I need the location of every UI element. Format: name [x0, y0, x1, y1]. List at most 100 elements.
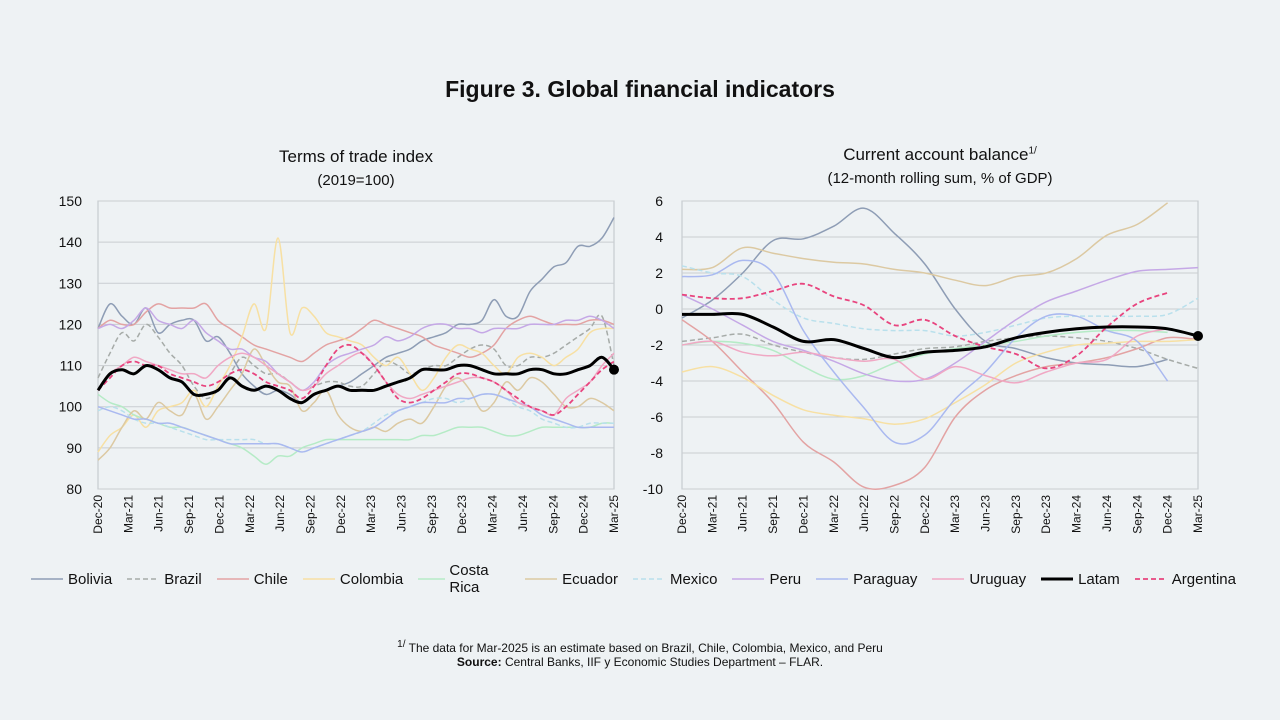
left-x-tick-label: Mar-23: [364, 495, 378, 533]
left-x-tick-label: Dec-20: [91, 495, 105, 534]
right-x-tick-label: Mar-23: [948, 495, 962, 533]
legend-label: Latam: [1078, 570, 1120, 588]
footnote-text: The data for Mar-2025 is an estimate bas…: [408, 641, 883, 655]
right-y-tick-label: -4: [651, 373, 664, 389]
left-x-tick-label: Dec-21: [212, 495, 226, 534]
right-series-ecuador: [681, 202, 1169, 287]
right-series-chile: [681, 319, 1199, 490]
legend-label: Argentina: [1171, 570, 1236, 588]
legend-swatch-bolivia: [31, 578, 63, 580]
legend-swatch-uruguay: [932, 578, 965, 580]
legend-label: Colombia: [339, 570, 404, 588]
right-x-tick-label: Sep-23: [1009, 495, 1023, 534]
right-series-uruguay: [681, 328, 1168, 384]
legend-item-chile: Chile: [216, 562, 288, 596]
legend-label: Bolivia: [68, 570, 113, 588]
right-x-tick-label: Mar-22: [827, 495, 841, 533]
footnote: 1/ The data for Mar-2025 is an estimate …: [0, 639, 1280, 655]
left-x-tick-label: Jun-23: [395, 495, 409, 532]
left-series-ecuador: [97, 348, 615, 461]
right-y-tick-label: 4: [655, 229, 663, 245]
left-x-tick-label: Sep-24: [546, 495, 560, 534]
left-x-tick-label: Sep-23: [425, 495, 439, 534]
left-y-tick-label: 120: [59, 316, 83, 332]
right-x-tick-label: Jun-24: [1100, 495, 1114, 532]
source-text: Central Banks, IIF y Economic Studies De…: [501, 655, 824, 669]
legend-label: Brazil: [164, 570, 202, 588]
right-series-costa-rica: [681, 329, 1168, 381]
right-x-tick-label: Dec-20: [675, 495, 689, 534]
left-series-latam: [96, 355, 616, 405]
legend-label: Chile: [253, 570, 288, 588]
footnote-mark: 1/: [397, 639, 406, 650]
left-series-chile: [97, 302, 615, 363]
right-y-tick-label: -6: [651, 409, 664, 425]
legend-item-argentina: Argentina: [1134, 562, 1236, 596]
left-x-tick-label: Sep-21: [182, 495, 196, 534]
figure-title: Figure 3. Global financial indicators: [445, 76, 835, 102]
left-x-tick-label: Dec-22: [334, 495, 348, 534]
legend-label: Uruguay: [969, 570, 1027, 588]
right-series-paraguay: [681, 259, 1169, 445]
left-x-tick-label: Dec-23: [455, 495, 469, 534]
right-series-latam: [682, 311, 1199, 360]
left-y-tick-label: 130: [59, 275, 83, 291]
legend-item-uruguay: Uruguay: [931, 562, 1026, 596]
legend-swatch-colombia: [302, 578, 335, 580]
legend-item-costa-rica: Costa Rica: [417, 562, 510, 596]
right-x-tick-label: Dec-24: [1161, 495, 1175, 534]
left-y-tick-label: 140: [59, 234, 83, 250]
right-series-argentina: [681, 282, 1168, 370]
left-series-bolivia: [97, 217, 615, 404]
right-series-bolivia: [681, 207, 1168, 368]
right-x-tick-label: Dec-22: [918, 495, 932, 534]
right-y-tick-label: -8: [651, 445, 664, 461]
right-chart-title: Current account balance: [843, 145, 1029, 164]
right-chart-title-wrap: Current account balance1/: [682, 145, 1198, 165]
left-x-tick-label: Sep-22: [303, 495, 317, 534]
legend-item-ecuador: Ecuador: [524, 562, 618, 596]
left-x-tick-label: Mar-21: [121, 495, 135, 533]
charts-canvas: 80 90 100 110 120 130 140 150 Dec-20 Mar-21 Jun-21…: [59, 193, 1205, 534]
right-x-tick-label: Mar-24: [1070, 495, 1084, 533]
left-x-tick-label: Mar-22: [243, 495, 257, 533]
right-x-tick-label: Mar-25: [1191, 495, 1205, 533]
left-latam-end-marker: [609, 364, 619, 375]
left-x-tick-label: Mar-24: [486, 495, 500, 533]
right-series-mexico: [681, 265, 1199, 337]
left-chart-subtitle: (2019=100): [317, 172, 395, 189]
left-y-tick-label: 110: [60, 358, 83, 374]
right-y-tick-label: 2: [655, 265, 663, 281]
legend: Bolivia Brazil Chile Colombia Costa Rica Ecua…: [30, 562, 1250, 596]
right-series-brazil: [681, 333, 1199, 370]
left-chart-title: Terms of trade index: [278, 147, 433, 166]
legend-swatch-peru: [732, 578, 765, 580]
left-series-brazil: [97, 314, 615, 400]
right-y-tick-label: -2: [651, 337, 664, 353]
legend-item-brazil: Brazil: [126, 562, 202, 596]
right-chart-subtitle: (12-month rolling sum, % of GDP): [827, 170, 1053, 187]
right-y-tick-label: -10: [643, 481, 663, 497]
right-x-tick-label: Jun-23: [979, 495, 993, 532]
legend-swatch-mexico: [632, 578, 665, 580]
right-x-tick-label: Jun-22: [857, 495, 871, 532]
right-latam-end-marker: [1193, 331, 1203, 341]
left-series-argentina: [97, 343, 615, 416]
right-x-tick-label: Dec-23: [1039, 495, 1053, 534]
legend-item-latam: Latam: [1040, 562, 1120, 596]
left-plot-area: [97, 200, 615, 490]
legend-item-bolivia: Bolivia: [30, 562, 112, 596]
right-x-tick-label: Sep-21: [766, 495, 780, 534]
left-x-tick-label: Dec-24: [577, 495, 591, 534]
left-series-mexico: [97, 393, 614, 453]
source-line: Source: Central Banks, IIF y Economic St…: [0, 655, 1280, 669]
source-label: Source:: [456, 655, 502, 669]
right-y-tick-label: 6: [655, 193, 663, 209]
left-x-tick-label: Jun-21: [152, 495, 166, 532]
left-series-colombia: [97, 237, 615, 453]
legend-swatch-ecuador: [525, 578, 558, 580]
legend-swatch-chile: [216, 578, 249, 580]
legend-swatch-brazil: [127, 578, 160, 580]
legend-label: Mexico: [669, 570, 718, 588]
right-x-tick-label: Mar-21: [705, 495, 719, 533]
